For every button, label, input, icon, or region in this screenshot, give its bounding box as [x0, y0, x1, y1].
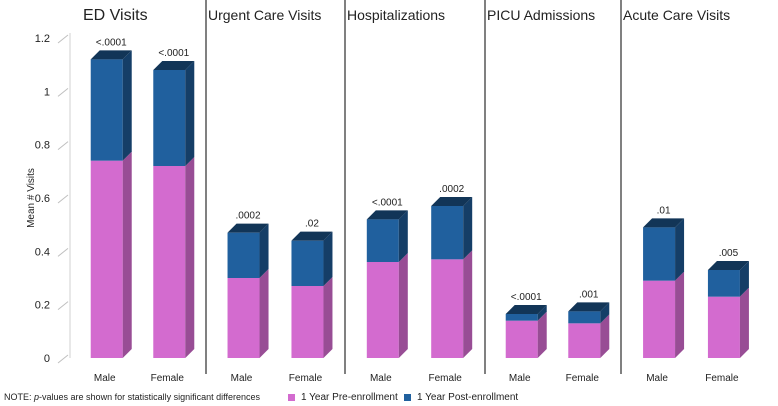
y-tick-label: 1	[44, 86, 50, 98]
x-tick-label: Male	[646, 373, 668, 384]
y-tick-mark	[57, 247, 69, 257]
pvalue-label: .02	[305, 219, 319, 230]
bar-post-side	[323, 231, 333, 286]
bar-post	[366, 219, 399, 262]
bar-top	[90, 50, 132, 60]
y-tick-mark	[57, 194, 69, 204]
bar-pre-side	[537, 311, 547, 358]
x-tick-label: Male	[509, 373, 531, 384]
bar-top	[291, 231, 333, 241]
bar-post-side	[185, 61, 195, 166]
bar-post-side	[463, 197, 473, 260]
x-tick-label: Female	[151, 373, 185, 384]
legend-swatch-pre	[288, 394, 295, 401]
y-tick-label: 0	[44, 353, 50, 365]
legend-label-pre: 1 Year Pre-enrollment	[301, 392, 398, 403]
pvalue-label: .01	[657, 205, 671, 216]
bar-pre-side	[739, 287, 749, 358]
y-tick-mark	[57, 141, 69, 151]
bar-top	[366, 210, 408, 220]
bar-post-side	[675, 218, 685, 281]
bar-pre	[643, 280, 676, 358]
panel-title: Hospitalizations	[347, 7, 445, 23]
panel-title: Urgent Care Visits	[208, 7, 321, 23]
bar-post	[90, 59, 123, 161]
y-tick-mark	[57, 87, 69, 97]
x-tick-label: Female	[429, 373, 463, 384]
y-tick-label: 0.8	[35, 140, 50, 152]
bar-post	[643, 227, 676, 281]
y-tick-mark	[57, 34, 69, 44]
y-tick-label: 0.6	[35, 193, 50, 205]
bar-pre-side	[600, 314, 610, 358]
bar-pre-side	[323, 277, 333, 358]
bar-pre	[431, 259, 464, 358]
bar-top	[431, 197, 473, 206]
pvalue-label: <.0001	[158, 48, 189, 59]
bar-pre	[153, 166, 186, 358]
bar-post	[291, 240, 324, 286]
bar-top	[227, 223, 269, 233]
panel-title: PICU Admissions	[487, 7, 595, 23]
y-axis-label: Mean # Visits	[26, 168, 37, 228]
y-tick-mark	[57, 354, 69, 364]
stacked-bar-chart: Mean # Visits 0 0.2 0.4 0.6 0.8 1 1.2 ED Visits <…	[26, 0, 749, 384]
x-tick-label: Female	[566, 373, 600, 384]
x-tick-label: Male	[231, 373, 253, 384]
bar-post	[153, 70, 186, 166]
legend-swatch-post	[404, 394, 411, 401]
bar-pre-side	[185, 157, 195, 358]
bar-pre-side	[675, 271, 685, 358]
pvalue-label: .001	[579, 289, 599, 300]
x-tick-label: Female	[705, 373, 739, 384]
y-tick-label: 1.2	[35, 33, 50, 45]
footnote: NOTE: p-values are shown for statistical…	[4, 392, 260, 402]
bar-post-side	[122, 50, 132, 161]
bar-post	[431, 206, 464, 260]
legend-label-post: 1 Year Post-enrollment	[417, 392, 519, 403]
y-tick-mark	[57, 301, 69, 311]
pvalue-label: .0002	[236, 211, 261, 222]
pvalue-label: .0002	[439, 184, 464, 195]
bar-post-side	[537, 305, 547, 321]
bar-post-side	[739, 261, 749, 297]
bar-pre	[227, 278, 260, 358]
bar-pre-side	[259, 269, 269, 358]
bar-pre-side	[463, 250, 473, 358]
bar-pre	[291, 286, 324, 358]
pvalue-label: <.0001	[511, 292, 542, 303]
bar-top	[707, 261, 749, 270]
bar-top	[153, 61, 195, 70]
bar-post	[707, 270, 740, 297]
bar-post-side	[259, 223, 269, 278]
bar-post	[505, 314, 538, 321]
legend-item-pre: 1 Year Pre-enrollment	[288, 392, 398, 403]
pvalue-label: .005	[719, 248, 739, 259]
y-tick-label: 0.4	[35, 246, 50, 258]
pvalue-label: <.0001	[96, 37, 127, 48]
x-tick-label: Male	[94, 373, 116, 384]
bar-post	[568, 311, 601, 324]
bar-pre-side	[122, 151, 132, 358]
bar-top	[643, 218, 685, 228]
bar-pre	[505, 320, 538, 358]
bar-post-side	[398, 210, 408, 262]
panel-title: Acute Care Visits	[623, 7, 730, 23]
bar-top	[568, 302, 610, 312]
x-tick-label: Female	[289, 373, 323, 384]
bar-pre	[366, 262, 399, 358]
y-tick-label: 0.2	[35, 300, 50, 312]
bar-pre-side	[398, 253, 408, 358]
x-tick-label: Male	[370, 373, 392, 384]
bar-post	[227, 232, 260, 278]
bar-pre	[707, 296, 740, 358]
pvalue-label: <.0001	[372, 197, 403, 208]
legend-item-post: 1 Year Post-enrollment	[404, 392, 518, 403]
bar-top	[505, 305, 547, 314]
bar-post-side	[600, 302, 610, 324]
panel-title: ED Visits	[83, 7, 148, 24]
bar-pre	[90, 160, 123, 358]
bar-pre	[568, 323, 601, 358]
